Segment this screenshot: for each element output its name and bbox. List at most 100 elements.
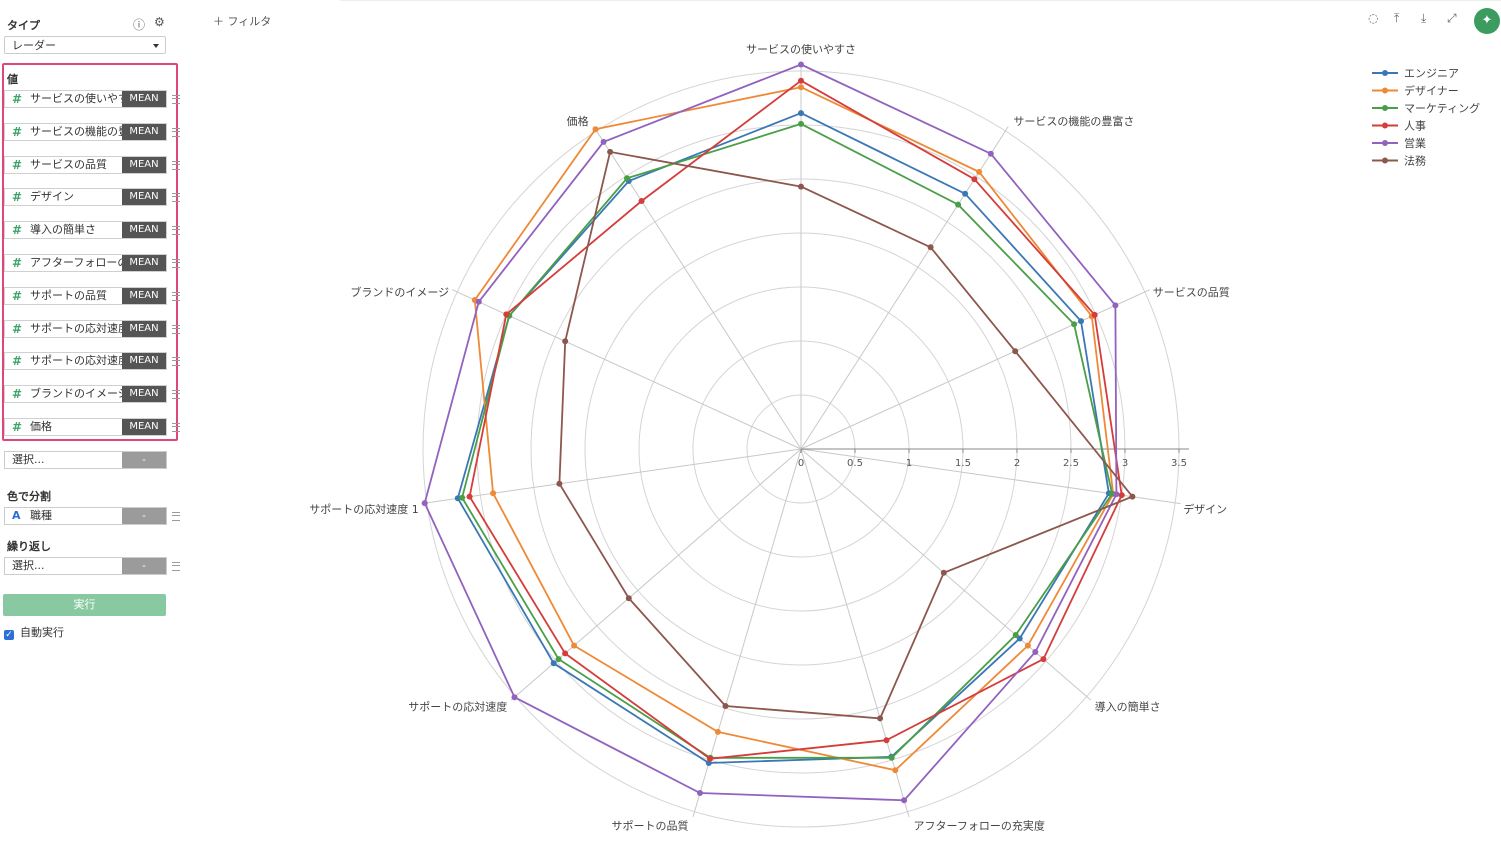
radial-tick-label: 0 [798,458,804,469]
drag-handle-icon[interactable] [172,226,180,235]
type-label: タイプ [7,19,40,32]
radial-tick-label: 3.5 [1171,458,1187,469]
drag-handle-icon[interactable] [172,562,180,571]
drag-handle-icon[interactable] [172,128,180,137]
drag-handle-icon[interactable] [172,95,180,104]
series-point [877,715,884,722]
aggregation-button[interactable]: MEAN [122,419,166,435]
number-type-icon: # [12,223,23,237]
repeat-placeholder: 選択... [12,559,45,572]
drag-handle-icon[interactable] [172,423,180,432]
number-type-icon: # [12,289,23,303]
aggregation-button[interactable]: MEAN [122,288,166,304]
series-point [1012,348,1019,355]
series-line [423,63,1118,802]
aggregation-button[interactable]: MEAN [122,353,166,369]
repeat-select[interactable]: 選択... - [4,557,167,575]
axis-label: ブランドのイメージ [350,285,449,299]
series-point [624,175,630,182]
series-line [468,79,1123,760]
axis-label: サポートの品質 [612,819,689,833]
aggregation-button[interactable]: MEAN [122,189,166,205]
value-field-row[interactable]: # 価格 MEAN [4,418,167,436]
drag-handle-icon[interactable] [172,512,180,521]
series-point [562,650,569,657]
download-icon[interactable]: ⤓ [1421,11,1427,25]
value-field-row[interactable]: # サポートの応対速度 1 MEAN [4,352,167,370]
drag-handle-icon[interactable] [172,292,180,301]
color-split-field[interactable]: A 職種 - [4,507,167,525]
aggregation-button[interactable]: MEAN [122,124,166,140]
text-type-icon: A [12,509,21,522]
value-field-row[interactable]: # ブランドのイメージ MEAN [4,385,167,403]
value-field-row[interactable]: # サービスの機能の豊富さMEAN [4,123,167,141]
axis-label: 導入の簡単さ [1095,700,1161,714]
value-field-name: サポートの応対速度 [30,322,129,335]
values-add-agg[interactable]: - [122,452,166,468]
value-field-row[interactable]: # アフターフォローの充実度MEAN [4,254,167,272]
aggregation-button[interactable]: MEAN [122,321,166,337]
value-field-row[interactable]: # サポートの応対速度 MEAN [4,320,167,338]
series-point [607,148,614,155]
gear-icon[interactable]: ⚙ [154,15,165,29]
series-point [971,176,978,183]
upload-icon[interactable]: ⤒ [1394,11,1400,25]
legend-marker [1382,87,1388,94]
series-point [1129,493,1136,500]
value-field-name: サービスの使いやすさ [30,92,130,105]
run-button[interactable]: 実行 [3,594,166,616]
value-field-name: サービスの機能の豊富さ [30,125,130,138]
radial-tick-label: 2 [1014,458,1020,469]
pin-icon[interactable]: ✦ [1474,8,1500,34]
axis-label: サービスの使いやすさ [746,43,856,56]
series-point [976,168,983,175]
legend-marker [1382,70,1388,76]
settings-panel: タイプ ⓘ ⚙ レーダー 値 #サービスの使いやすさMEAN#サービスの機能の豊… [0,0,180,858]
comment-icon[interactable]: ◌ [1368,11,1379,25]
value-field-row[interactable]: # サービスの使いやすさ MEAN [4,90,167,108]
auto-run-checkbox[interactable]: ✓ [4,630,14,640]
help-icon[interactable]: ⓘ [133,18,146,32]
repeat-agg[interactable]: - [122,558,166,574]
value-field-row[interactable]: # デザイン MEAN [4,188,167,206]
drag-handle-icon[interactable] [172,193,180,202]
color-split-agg[interactable]: - [122,508,166,524]
legend-label: 人事 [1404,120,1426,133]
drag-handle-icon[interactable] [172,259,180,268]
value-field-name: サービスの品質 [30,158,107,171]
series-point [600,138,607,145]
value-field-row[interactable]: # 導入の簡単さ MEAN [4,221,167,239]
series-point [1032,649,1039,655]
drag-handle-icon[interactable] [172,390,180,399]
axis-label: サポートの応対速度 [408,700,507,714]
auto-run-option[interactable]: ✓ 自動実行 [4,624,64,640]
value-field-name: サポートの品質 [30,289,107,302]
aggregation-button[interactable]: MEAN [122,157,166,173]
value-field-row[interactable]: # サポートの品質 MEAN [4,287,167,305]
value-field-row[interactable]: # サービスの品質 MEAN [4,156,167,174]
aggregation-button[interactable]: MEAN [122,91,166,107]
series-point [556,480,563,487]
series-line [473,86,1115,772]
expand-icon[interactable]: ⤢ [1447,11,1457,25]
radial-tick-label: 1 [906,458,912,469]
series-point [955,201,962,208]
legend-label: エンジニア [1404,67,1459,80]
series-point [883,737,890,744]
series-point [1024,642,1031,649]
chart-type-select[interactable]: レーダー [4,36,166,54]
axis-label: デザイン [1183,502,1227,516]
aggregation-button[interactable]: MEAN [122,255,166,271]
add-filter-button[interactable]: ＋ フィルタ [213,15,272,28]
divider [340,0,1501,1]
aggregation-button[interactable]: MEAN [122,222,166,238]
values-add-select[interactable]: 選択... - [4,451,167,469]
drag-handle-icon[interactable] [172,325,180,334]
aggregation-button[interactable]: MEAN [122,386,166,402]
chevron-down-icon [153,44,159,48]
drag-handle-icon[interactable] [172,161,180,170]
series-point [1113,491,1120,498]
auto-run-label: 自動実行 [20,626,64,639]
drag-handle-icon[interactable] [172,357,180,366]
values-label: 値 [7,73,18,86]
